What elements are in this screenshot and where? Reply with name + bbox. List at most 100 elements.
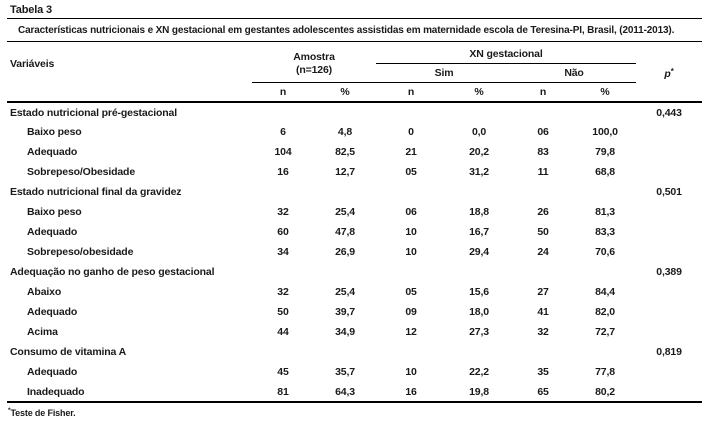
cell-n-sim: 10 xyxy=(405,226,417,238)
p-value-cell: 0,819 xyxy=(656,346,682,358)
empty-header-cell xyxy=(7,82,252,103)
column-header-variaveis: Variáveis xyxy=(10,58,55,70)
spacer-cell xyxy=(636,122,702,142)
data-row: Baixo peso 6 4,8 0 0,0 06 100,0 xyxy=(7,122,702,142)
cell-pct-nao: 82,0 xyxy=(595,306,615,318)
data-row: Abaixo 32 25,4 05 15,6 27 84,4 xyxy=(7,282,702,302)
spacer-cell xyxy=(636,302,702,322)
column-header-pct-amostra: % xyxy=(314,82,377,103)
p-value-cell: 0,389 xyxy=(656,266,682,278)
data-row: Acima 44 34,9 12 27,3 32 72,7 xyxy=(7,322,702,342)
section-row: Consumo de vitamina A 0,819 xyxy=(7,342,702,362)
footnote-text: Teste de Fisher. xyxy=(10,408,76,418)
cell-n-amostra: 44 xyxy=(277,326,289,338)
cell-n-nao: 27 xyxy=(537,286,549,298)
spacer-cell xyxy=(252,182,636,202)
cell-n-amostra: 6 xyxy=(280,126,286,138)
row-label: Adequado xyxy=(27,306,78,318)
row-label: Adequado xyxy=(27,366,78,378)
row-label: Baixo peso xyxy=(27,206,82,218)
cell-pct-nao: 72,7 xyxy=(595,326,615,338)
cell-n-sim: 0 xyxy=(408,126,414,138)
cell-pct-nao: 79,8 xyxy=(595,146,615,158)
p-value-cell: 0,443 xyxy=(656,106,682,119)
cell-pct-nao: 80,2 xyxy=(574,382,637,403)
paper-table-page: Tabela 3 Características nutricionais e … xyxy=(0,4,709,424)
cell-n-sim: 10 xyxy=(405,246,417,258)
column-header-nao: Não xyxy=(512,63,637,83)
data-row: Adequado 104 82,5 21 20,2 83 79,8 xyxy=(7,142,702,162)
cell-pct-sim: 15,6 xyxy=(469,286,489,298)
cell-n-nao: 35 xyxy=(537,366,549,378)
table-footnote: *Teste de Fisher. xyxy=(8,407,709,418)
p-asterisk: * xyxy=(670,66,674,76)
section-label: Adequação no ganho de peso gestacional xyxy=(10,266,215,278)
section-label: Estado nutricional final da gravidez xyxy=(10,186,182,198)
cell-n-nao: 50 xyxy=(537,226,549,238)
data-row: Adequado 50 39,7 09 18,0 41 82,0 xyxy=(7,302,702,322)
data-row: Sobrepeso/obesidade 34 26,9 10 29,4 24 7… xyxy=(7,242,702,262)
cell-n-amostra: 32 xyxy=(277,286,289,298)
cell-pct-sim: 0,0 xyxy=(471,126,487,138)
nutrition-table: Variáveis Amostra (n=126) XN gestacional… xyxy=(7,46,703,403)
section-label: Estado nutricional pré-gestacional xyxy=(10,106,178,119)
column-header-n-amostra: n xyxy=(252,82,314,103)
cell-n-nao: 26 xyxy=(537,206,549,218)
section-row: Estado nutricional pré-gestacional 0,443 xyxy=(7,102,702,122)
cell-pct-sim: 29,4 xyxy=(469,246,489,258)
section-label: Consumo de vitamina A xyxy=(10,346,127,358)
cell-n-nao: 65 xyxy=(512,382,575,403)
cell-pct-amostra: 82,5 xyxy=(335,146,355,158)
data-row: Adequado 45 35,7 10 22,2 35 77,8 xyxy=(7,362,702,382)
cell-pct-sim: 18,8 xyxy=(469,206,489,218)
cell-n-nao: 11 xyxy=(537,166,549,178)
cell-n-sim: 09 xyxy=(405,306,417,318)
cell-pct-nao: 70,6 xyxy=(595,246,615,258)
row-label: Adequado xyxy=(27,146,78,158)
spacer-cell xyxy=(636,362,702,382)
row-label: Inadequado xyxy=(7,382,252,403)
cell-pct-sim: 18,0 xyxy=(469,306,489,318)
cell-pct-nao: 83,3 xyxy=(595,226,615,238)
spacer-cell xyxy=(636,282,702,302)
section-row: Estado nutricional final da gravidez 0,5… xyxy=(7,182,702,202)
cell-pct-nao: 81,3 xyxy=(595,206,615,218)
spacer-cell xyxy=(636,242,702,262)
column-header-xn-gestacional: XN gestacional xyxy=(376,46,637,64)
amostra-n-count: (n=126) xyxy=(296,63,333,76)
cell-pct-amostra: 64,3 xyxy=(314,382,377,403)
cell-n-amostra: 104 xyxy=(274,146,292,158)
cell-pct-nao: 77,8 xyxy=(595,366,615,378)
cell-pct-amostra: 47,8 xyxy=(335,226,355,238)
cell-pct-amostra: 26,9 xyxy=(335,246,355,258)
cell-pct-amostra: 12,7 xyxy=(335,166,355,178)
cell-n-amostra: 81 xyxy=(252,382,314,403)
cell-pct-nao: 100,0 xyxy=(592,126,618,138)
cell-n-nao: 41 xyxy=(537,306,549,318)
row-label: Baixo peso xyxy=(27,126,82,138)
cell-pct-amostra: 35,7 xyxy=(335,366,355,378)
column-header-n-sim: n xyxy=(376,82,447,103)
cell-n-sim: 05 xyxy=(405,286,417,298)
p-label: p xyxy=(664,67,671,80)
cell-n-nao: 06 xyxy=(537,126,549,138)
cell-n-amostra: 32 xyxy=(277,206,289,218)
column-header-amostra: Amostra (n=126) xyxy=(252,46,377,83)
column-header-p-value: p* xyxy=(636,46,703,103)
spacer-cell xyxy=(636,222,702,242)
cell-n-amostra: 34 xyxy=(277,246,289,258)
cell-pct-amostra: 4,8 xyxy=(337,126,353,138)
cell-n-sim: 06 xyxy=(405,206,417,218)
cell-n-amostra: 60 xyxy=(277,226,289,238)
spacer-cell xyxy=(636,382,703,403)
cell-n-sim: 21 xyxy=(405,146,417,158)
cell-n-sim: 12 xyxy=(405,326,417,338)
table-title: Tabela 3 xyxy=(10,4,53,16)
cell-pct-nao: 84,4 xyxy=(595,286,615,298)
spacer-cell xyxy=(252,342,636,362)
spacer-cell xyxy=(636,162,702,182)
data-row: Adequado 60 47,8 10 16,7 50 83,3 xyxy=(7,222,702,242)
cell-n-sim: 05 xyxy=(405,166,417,178)
cell-n-sim: 16 xyxy=(376,382,447,403)
amostra-label: Amostra xyxy=(293,50,335,63)
